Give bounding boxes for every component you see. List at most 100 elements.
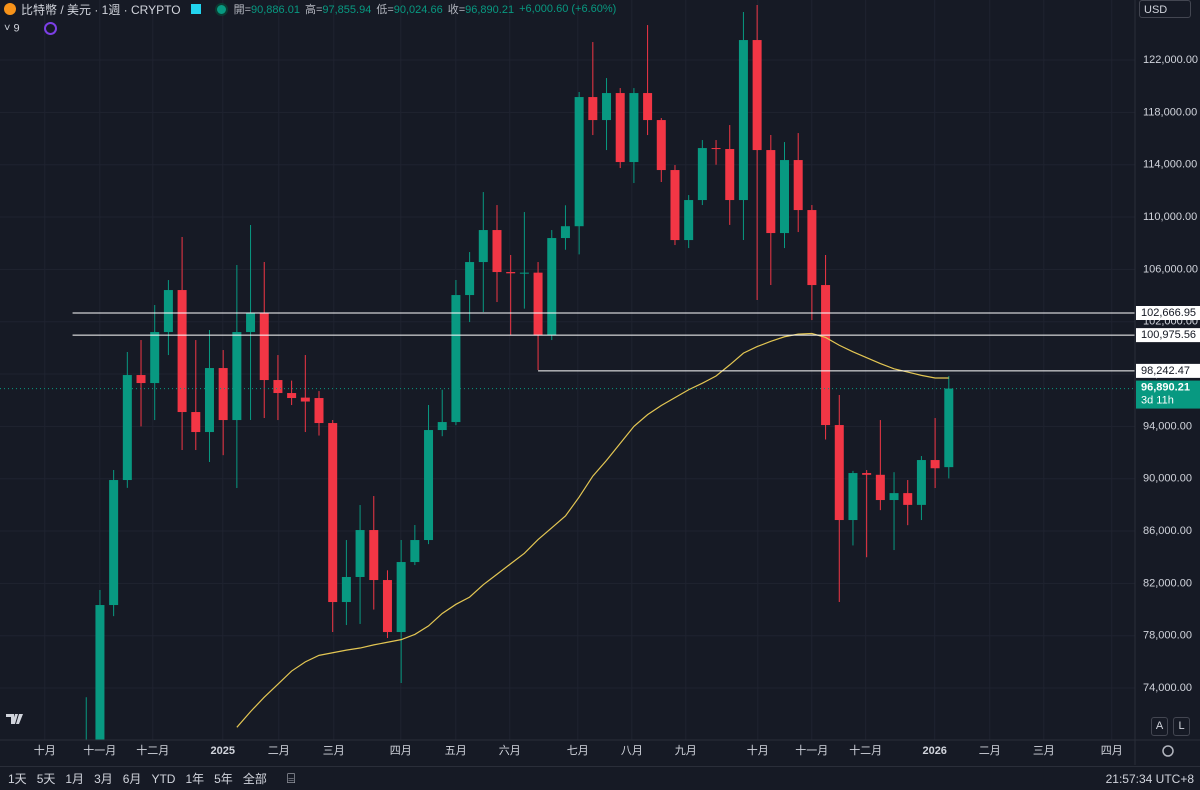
- grid: [0, 0, 1135, 740]
- candle-body: [204, 368, 214, 433]
- y-tick-label: 118,000.00: [1143, 106, 1197, 118]
- toolbar: 1天 5天 1月 3月 6月 YTD 1年 5年 全部 ⌸ 21:57:34 UTC+8: [0, 766, 1200, 790]
- candle-body: [218, 368, 228, 421]
- last-price-label: 96,890.21: [1141, 381, 1190, 393]
- header: 比特幣 / 美元 · 1週 · CRYPTO 開=90,886.01 高=97,8…: [0, 0, 621, 18]
- ohlc: 開=90,886.01 高=97,855.94 低=90,024.66 收=96,89…: [234, 1, 520, 17]
- candle-body: [547, 238, 557, 336]
- range-button[interactable]: 1月: [65, 772, 85, 786]
- y-tick-label: 122,000.00: [1143, 54, 1198, 66]
- indicators[interactable]: ˅ 9: [4, 22, 57, 35]
- auto-button[interactable]: A: [1151, 717, 1168, 736]
- candle-body: [355, 530, 365, 577]
- range-button[interactable]: 全部: [242, 772, 267, 786]
- range-button[interactable]: 1天: [8, 772, 27, 786]
- candle-body: [684, 200, 694, 241]
- settings-icon[interactable]: [1162, 745, 1174, 757]
- candle-body: [300, 397, 310, 402]
- candle-body: [95, 605, 105, 740]
- candle-body: [780, 160, 790, 234]
- currency[interactable]: USD: [1139, 0, 1191, 18]
- candle-body: [670, 170, 680, 241]
- range-button[interactable]: 5天: [36, 772, 56, 786]
- range-button[interactable]: 6月: [122, 772, 142, 786]
- candle-body: [656, 120, 666, 171]
- x-tick-label: 九月: [675, 744, 697, 757]
- axes: 122,000.00 118,000.00 114,000.00 110,000.00…: [34, 54, 1200, 757]
- candle-body: [246, 313, 256, 333]
- ohlc-value: 97,855.94: [322, 4, 372, 16]
- candle-body: [944, 388, 954, 468]
- candle-body: [766, 150, 776, 234]
- candle-body: [821, 285, 831, 426]
- candle-body: [437, 422, 447, 431]
- candle-body: [711, 148, 721, 150]
- level-label-box: [1136, 328, 1200, 343]
- y-tick-label: 78,000.00: [1143, 630, 1192, 642]
- x-tick-label: 二月: [268, 745, 290, 757]
- candle-body: [150, 332, 160, 384]
- candle-body: [424, 430, 434, 541]
- candle-body: [109, 480, 119, 606]
- level-label: 98,242.47: [1141, 365, 1190, 377]
- x-tick-label: 五月: [445, 745, 467, 757]
- ohlc-label: 低=: [376, 4, 394, 16]
- candle-body: [410, 540, 420, 563]
- x-tick-label: 2025: [211, 745, 235, 757]
- range-button[interactable]: 5年: [214, 772, 233, 786]
- y-tick-label: 86,000.00: [1143, 525, 1192, 537]
- candle-body: [848, 473, 858, 521]
- candle-body: [328, 423, 338, 603]
- x-tick-label: 四月: [390, 745, 412, 757]
- x-tick-label: 七月: [567, 744, 589, 757]
- moving-average: [236, 332, 949, 728]
- level-label: 102,666.95: [1141, 307, 1196, 319]
- ohlc-label: 收=: [447, 4, 466, 16]
- candle-body: [519, 272, 529, 274]
- candle-body: [163, 290, 173, 333]
- level-label-box: [1136, 305, 1200, 320]
- chart: 122,000.00 118,000.00 114,000.00 110,000.00…: [0, 0, 1200, 765]
- candle-body: [191, 412, 201, 433]
- candle-body: [533, 272, 543, 336]
- y-tick-label: 114,000.00: [1143, 159, 1197, 171]
- candle-body: [232, 332, 242, 421]
- candle-body: [506, 272, 516, 274]
- log-button[interactable]: L: [1173, 717, 1190, 736]
- candle-body: [314, 398, 324, 424]
- candle-body: [875, 474, 885, 501]
- ohlc-value: 90,886.01: [251, 4, 300, 16]
- date-range-icon[interactable]: ⌸: [286, 770, 296, 786]
- x-tick-label: 十二月: [136, 743, 169, 757]
- candle-body: [369, 530, 379, 581]
- range-button[interactable]: 3月: [94, 772, 113, 786]
- range-button[interactable]: YTD: [151, 772, 176, 786]
- y-tick-label: 106,000.00: [1143, 263, 1198, 275]
- x-tick-label: 十一月: [795, 743, 828, 757]
- countdown: 3d 11h: [1141, 394, 1174, 406]
- change: +6,000.60 (+6.60%): [519, 3, 617, 15]
- x-tick-label: 十月: [34, 743, 56, 757]
- candle-body: [793, 160, 803, 211]
- candle-body: [629, 93, 639, 163]
- candle-body: [807, 210, 817, 286]
- candle-body: [341, 576, 351, 603]
- x-tick-label: 三月: [323, 745, 345, 757]
- candle-body: [451, 295, 461, 423]
- x-tick-label: 二月: [979, 745, 1001, 757]
- candle-body: [602, 93, 612, 121]
- level-label: 100,975.56: [1141, 329, 1196, 341]
- candle-body: [725, 149, 735, 201]
- x-tick-label: 十一月: [83, 743, 116, 757]
- candle-body: [259, 313, 269, 381]
- range-button[interactable]: 1年: [185, 772, 205, 786]
- candle-body: [465, 262, 475, 296]
- x-tick-label: 十月: [747, 743, 769, 757]
- last-price-box: [1136, 380, 1200, 409]
- candle-body: [697, 148, 707, 201]
- level-label-box: [1136, 363, 1200, 378]
- candle-body: [136, 375, 146, 384]
- y-tick-label: 74,000.00: [1143, 682, 1192, 694]
- candle-body: [122, 375, 132, 481]
